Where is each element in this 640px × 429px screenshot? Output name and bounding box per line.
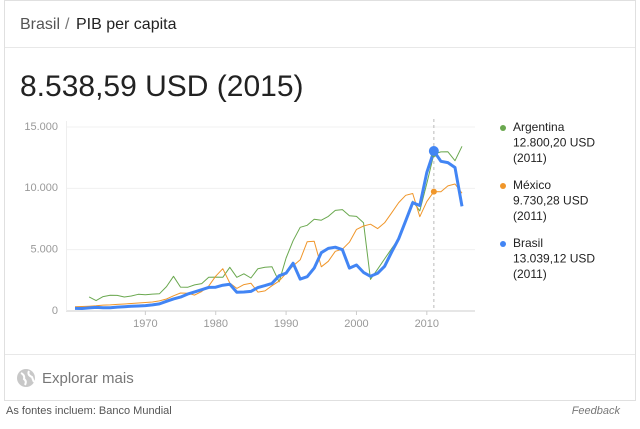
x-tick-label: 1990 — [274, 318, 298, 330]
plot: 0 5.000 10.000 15.000 1970 1980 1990 2000 2010 Ar… — [24, 119, 595, 330]
legend-period: (2011) — [513, 267, 547, 281]
legend-swatch — [500, 241, 506, 247]
legend-period: (2011) — [513, 209, 547, 223]
legend-value: 9.730,28 USD — [513, 194, 589, 208]
legend-value: 12.800,20 USD — [513, 136, 595, 150]
y-tick-label: 10.000 — [24, 182, 58, 194]
legend-name: Argentina — [513, 120, 565, 134]
breadcrumb-topic: PIB per capita — [76, 16, 177, 33]
y-tick-label: 5.000 — [30, 244, 58, 256]
x-tick-label: 1970 — [133, 318, 157, 330]
card-frame — [4, 0, 636, 401]
globe-icon[interactable] — [17, 369, 35, 387]
x-tick-label: 2000 — [344, 318, 368, 330]
y-tick-label: 0 — [52, 305, 58, 317]
highlight-point — [428, 146, 439, 157]
breadcrumb-country[interactable]: Brasil — [20, 16, 60, 33]
legend-swatch — [500, 183, 506, 189]
headline-value: 8.538,59 USD (2015) — [20, 70, 304, 103]
explore-link[interactable]: Explorar mais — [42, 370, 134, 387]
x-tick-label: 2010 — [415, 318, 439, 330]
series-line — [74, 183, 463, 308]
breadcrumb-separator: / — [65, 16, 70, 33]
y-tick-label: 15.000 — [24, 121, 58, 133]
legend-name: México — [513, 178, 551, 192]
highlight-point — [430, 188, 437, 195]
legend-name: Brasil — [513, 236, 543, 250]
series-line — [74, 149, 464, 310]
legend-period: (2011) — [513, 151, 547, 165]
legend-swatch — [500, 125, 506, 131]
x-tick-label: 1980 — [203, 318, 227, 330]
legend-value: 13.039,12 USD — [513, 252, 595, 266]
sources-note: As fontes incluem: Banco Mundial — [6, 405, 172, 417]
feedback-link[interactable]: Feedback — [572, 405, 621, 417]
